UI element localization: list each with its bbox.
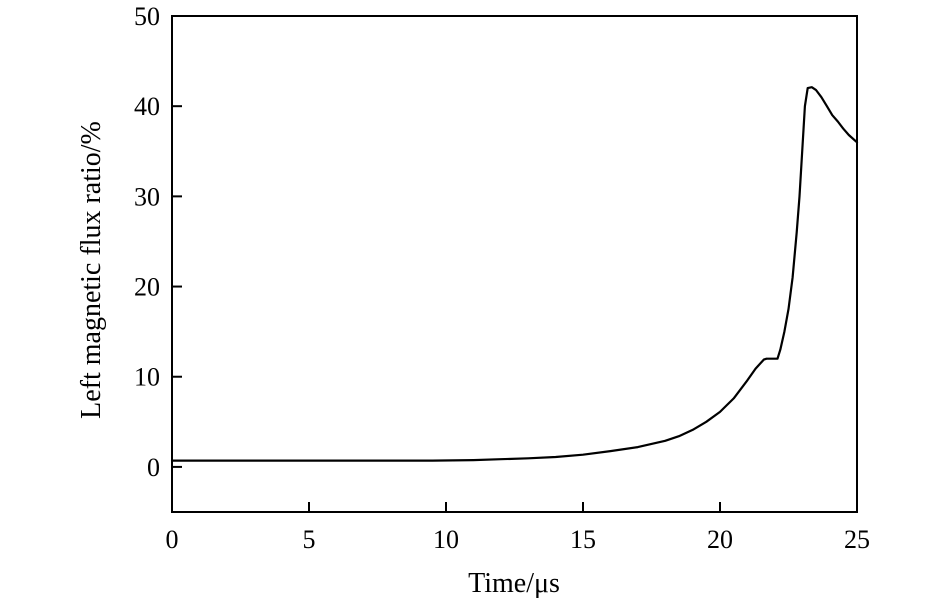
y-axis: 0 10 20 30 40 50 (134, 2, 182, 482)
plot-frame (171, 15, 858, 513)
series-line (170, 86, 859, 462)
y-axis-title: Left magnetic flux ratio/% (76, 121, 107, 419)
x-tick-label: 5 (303, 525, 316, 554)
x-tick-label: 0 (166, 525, 179, 554)
x-tick-label: 20 (707, 525, 733, 554)
y-tick-label: 0 (147, 453, 160, 482)
x-tick-label: 10 (433, 525, 459, 554)
y-tick-label: 30 (134, 182, 160, 211)
x-axis: 0 5 10 15 20 25 (166, 502, 870, 554)
y-tick-label: 20 (134, 273, 160, 302)
x-tick-label: 25 (844, 525, 870, 554)
y-tick-label: 40 (134, 92, 160, 121)
x-tick-label: 15 (570, 525, 596, 554)
x-axis-title: Time/μs (468, 568, 560, 599)
y-tick-label: 50 (134, 2, 160, 31)
series-layer (170, 86, 859, 462)
y-tick-label: 10 (134, 363, 160, 392)
